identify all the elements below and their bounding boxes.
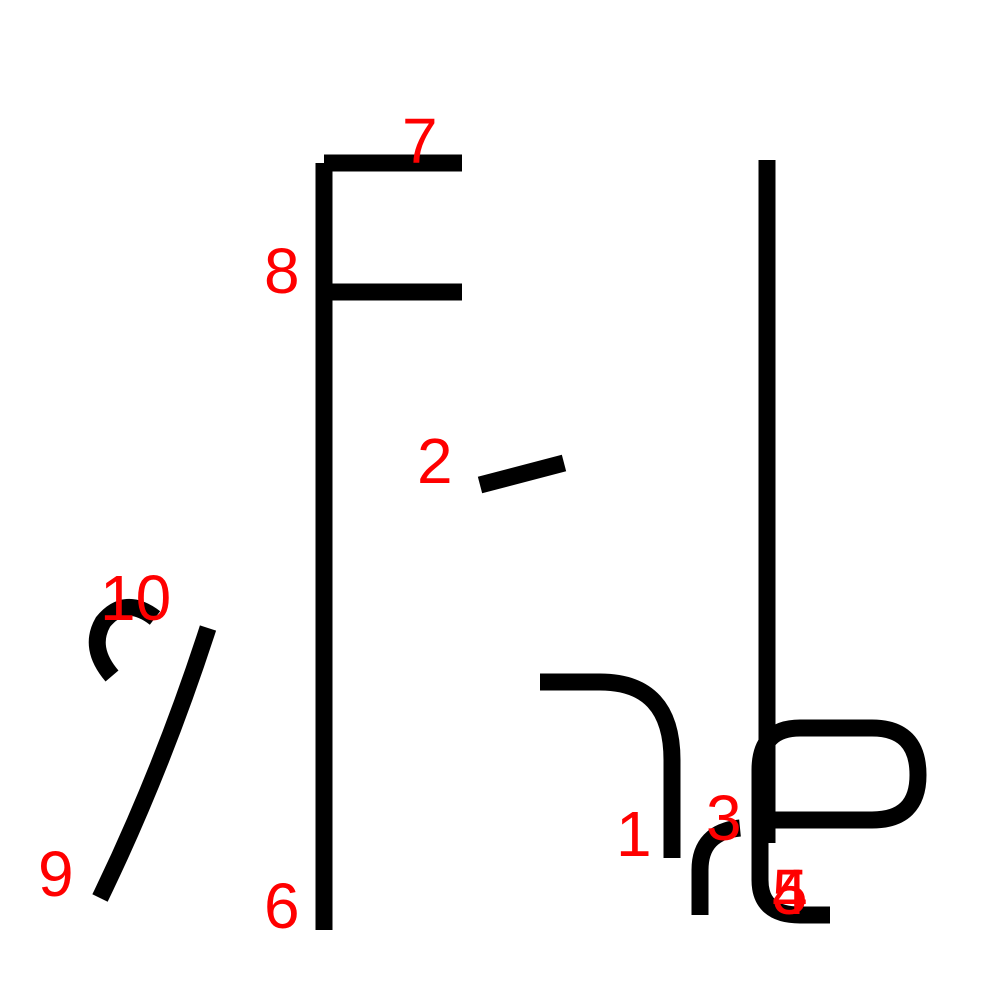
stroke-labels: 1 2 3 4 5 6 7 8 9 10	[38, 105, 808, 942]
stroke-1	[540, 673, 681, 858]
stroke-label-7: 7	[402, 105, 438, 177]
stroke-label-2: 2	[417, 425, 453, 497]
stroke-3	[691, 819, 742, 915]
strokes	[88, 154, 927, 930]
stroke-label-10: 10	[100, 562, 171, 634]
stroke-2	[477, 454, 567, 494]
stroke-label-4: 4	[772, 856, 808, 928]
stroke-9	[92, 625, 217, 902]
stroke-5	[751, 719, 927, 924]
stroke-10	[88, 598, 161, 682]
stroke-label-1: 1	[616, 798, 652, 870]
stroke-label-5: 5	[772, 856, 808, 928]
stroke-label-8: 8	[264, 235, 300, 307]
stroke-label-9: 9	[38, 838, 74, 910]
stroke-label-3: 3	[706, 782, 742, 854]
stroke-label-6: 6	[264, 870, 300, 942]
